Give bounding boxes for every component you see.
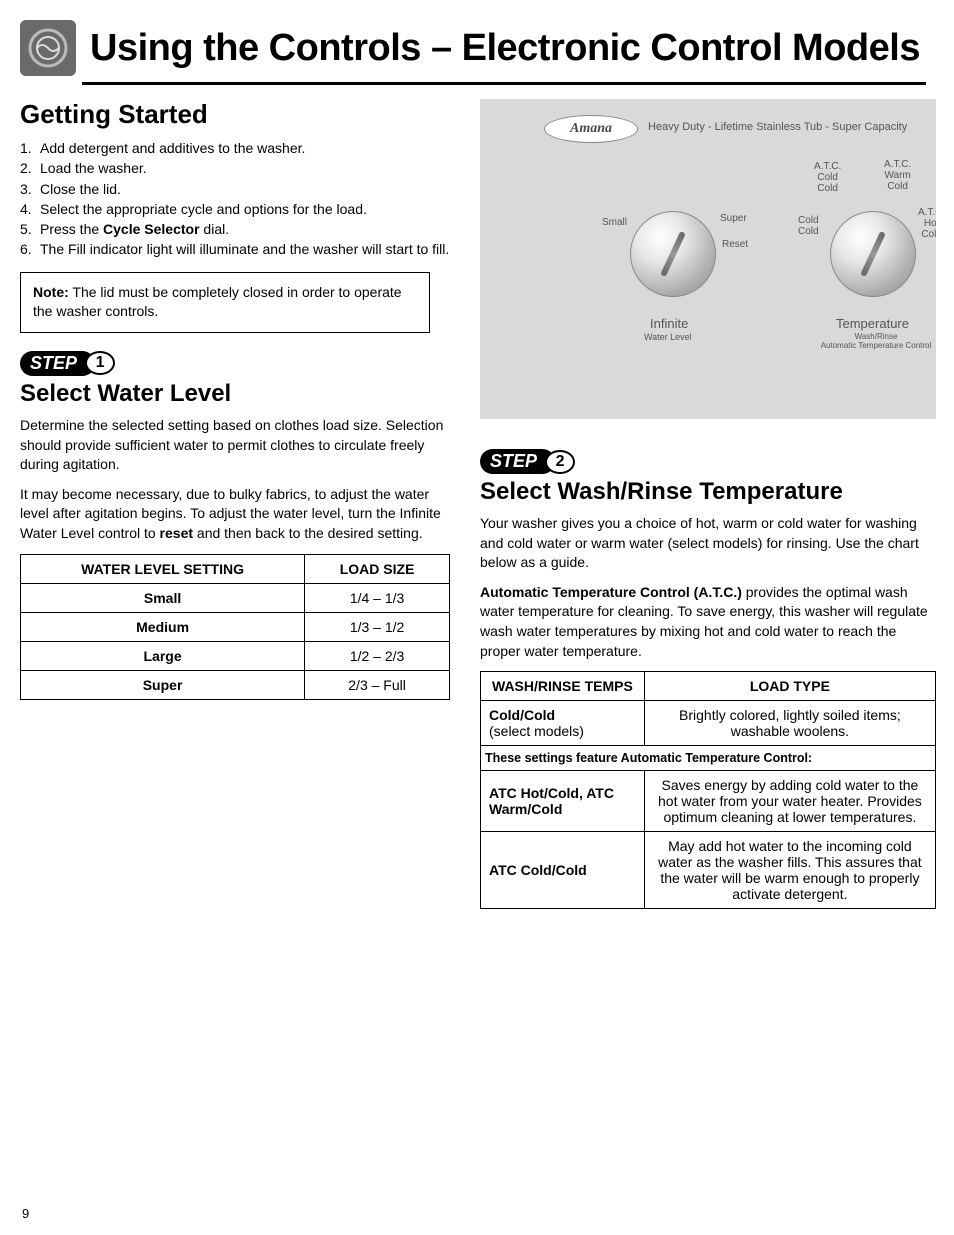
tt-cell: ATC Cold/Cold [481,832,645,909]
step1-p2: It may become necessary, due to bulky fa… [20,485,450,544]
step2-p2: Automatic Temperature Control (A.T.C.) p… [480,583,936,661]
dial-label: Super [720,213,747,224]
dial-label: A.T.C. Warm Cold [884,159,911,192]
wl-cell: 2/3 – Full [305,670,450,699]
gs-item: Select the appropriate cycle and options… [40,199,367,219]
dial-title: Temperature [836,317,909,331]
step1-heading: Select Water Level [20,380,450,408]
step1-p1: Determine the selected setting based on … [20,416,450,475]
getting-started-list: 1.Add detergent and additives to the was… [20,138,450,260]
note-text: The lid must be completely closed in ord… [33,284,402,320]
tt-cell: Saves energy by adding cold water to the… [644,771,935,832]
step2-p1: Your washer gives you a choice of hot, w… [480,514,936,573]
dial-sub: Wash/Rinse Automatic Temperature Control [806,333,936,351]
tt-cell: May add hot water to the incoming cold w… [644,832,935,909]
wl-cell: Medium [21,612,305,641]
water-level-dial [630,211,716,297]
note-label: Note: [33,284,69,300]
step-label: STEP [480,449,555,474]
wl-cell: 1/2 – 2/3 [305,641,450,670]
tt-h1: WASH/RINSE TEMPS [481,672,645,701]
dial-label: Reset [722,239,748,250]
wl-cell: 1/3 – 1/2 [305,612,450,641]
wl-cell: Large [21,641,305,670]
step-1-badge: STEP 1 [20,351,450,376]
wl-cell: Super [21,670,305,699]
tt-atc-banner: These settings feature Automatic Tempera… [481,746,936,771]
tt-cell: ATC Hot/Cold, ATC Warm/Cold [481,771,645,832]
dial-label: A.T.C. Hot Cold [918,207,936,240]
gs-item: Load the washer. [40,158,147,178]
step-number: 1 [85,351,115,375]
tt-cell: Brightly colored, lightly soiled items; … [644,701,935,746]
dial-label: A.T.C. Cold Cold [814,161,841,194]
brand-logo: Amana [544,115,638,143]
wl-cell: Small [21,583,305,612]
gs-item: Press the Cycle Selector dial. [40,219,229,239]
temperature-dial [830,211,916,297]
tt-cell: Cold/Cold (select models) [481,701,645,746]
note-box: Note: The lid must be completely closed … [20,272,430,333]
wl-h1: WATER LEVEL SETTING [21,554,305,583]
dial-label: Small [602,217,627,228]
wl-h2: LOAD SIZE [305,554,450,583]
getting-started-heading: Getting Started [20,99,450,130]
gs-item: Close the lid. [40,179,121,199]
temperature-table: WASH/RINSE TEMPS LOAD TYPE Cold/Cold (se… [480,671,936,909]
dial-sub: Water Level [644,333,692,343]
gs-item: The Fill indicator light will illuminate… [40,239,449,259]
step-2-badge: STEP 2 [480,449,936,474]
page-number: 9 [22,1206,29,1221]
dial-label: Cold Cold [798,215,819,237]
page-title: Using the Controls – Electronic Control … [90,27,920,70]
washer-icon [20,20,76,76]
step2-heading: Select Wash/Rinse Temperature [480,478,936,506]
water-level-table: WATER LEVEL SETTING LOAD SIZE Small1/4 –… [20,554,450,700]
panel-tagline: Heavy Duty - Lifetime Stainless Tub - Su… [648,121,907,133]
tt-h2: LOAD TYPE [644,672,935,701]
dial-title: Infinite [650,317,688,331]
step-label: STEP [20,351,95,376]
title-rule [82,82,926,85]
wl-cell: 1/4 – 1/3 [305,583,450,612]
step-number: 2 [545,450,575,474]
gs-item: Add detergent and additives to the washe… [40,138,305,158]
control-panel-illustration: Amana Heavy Duty - Lifetime Stainless Tu… [480,99,936,419]
